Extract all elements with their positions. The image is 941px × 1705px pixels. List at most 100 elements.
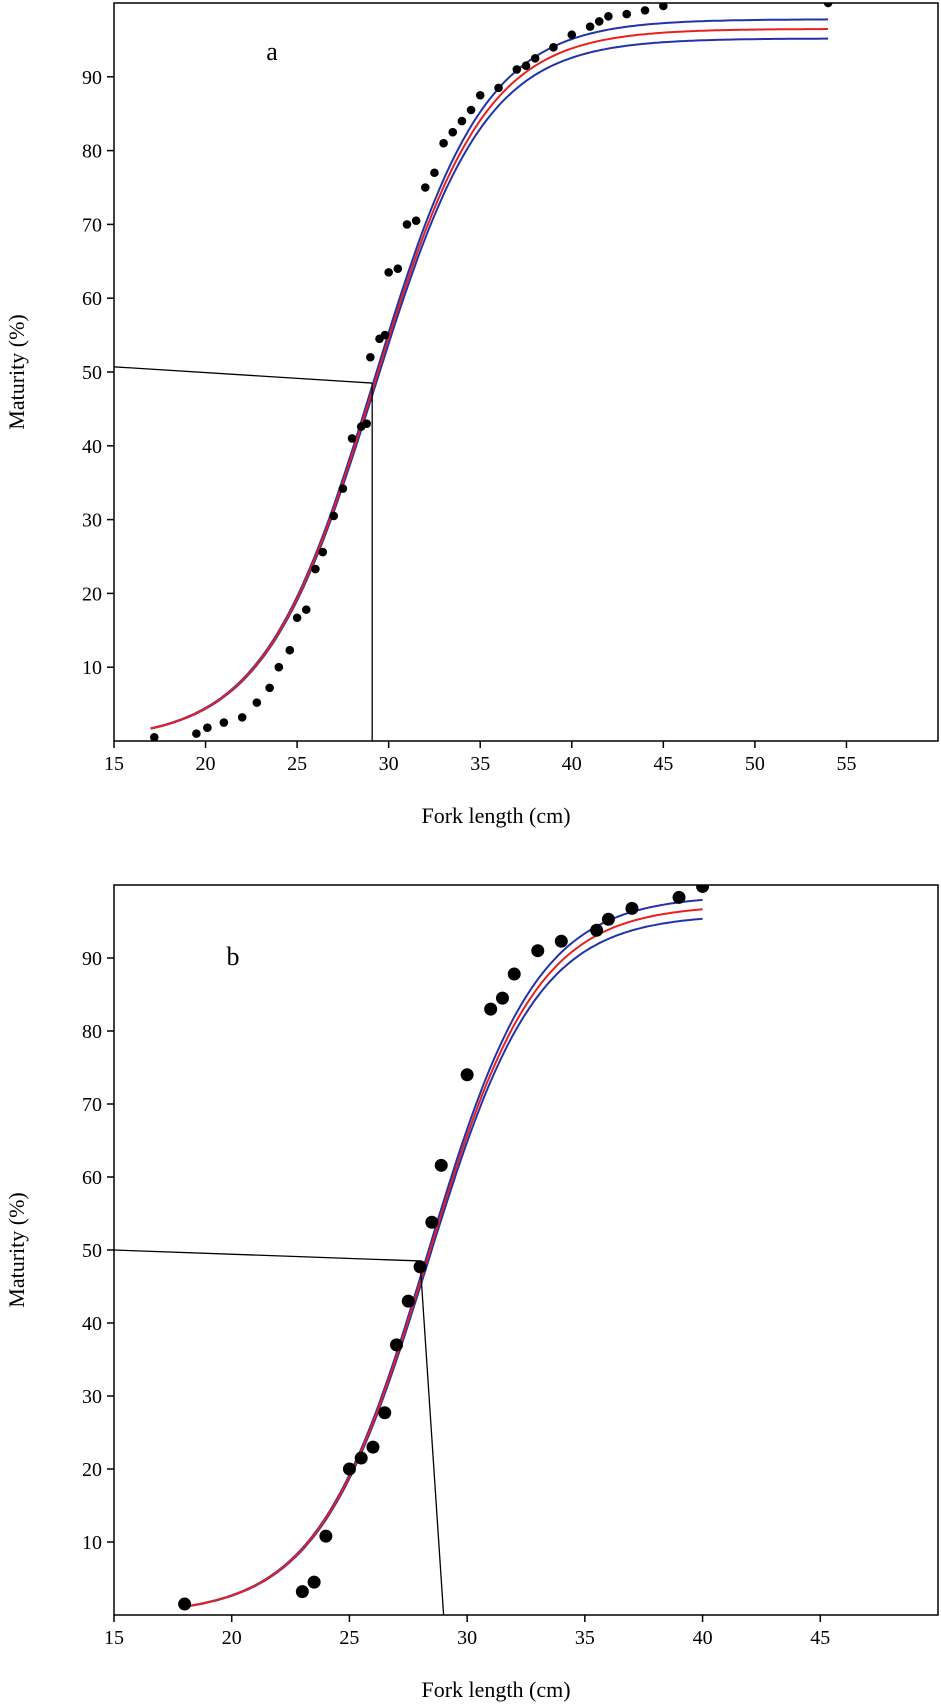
y-tick-label: 30 — [82, 510, 102, 532]
data-point — [413, 1260, 427, 1274]
data-point — [354, 1451, 368, 1465]
data-point — [494, 83, 503, 93]
data-point — [594, 17, 604, 26]
data-point — [338, 484, 348, 493]
data-point — [319, 1529, 333, 1543]
data-point — [622, 9, 632, 19]
x-tick-label: 30 — [457, 1627, 477, 1649]
plot-frame — [113, 884, 939, 1616]
x-tick-label: 25 — [339, 1627, 359, 1649]
data-point — [285, 645, 295, 655]
plot-frame — [113, 2, 939, 742]
x-tick-label: 15 — [104, 1627, 124, 1649]
data-point — [378, 1406, 392, 1420]
data-point — [420, 183, 430, 192]
x-tick-label: 45 — [653, 753, 673, 775]
data-point — [265, 683, 274, 693]
x-tick-label: 15 — [104, 753, 124, 775]
data-point — [554, 934, 568, 948]
data-point — [401, 1294, 415, 1308]
data-point — [292, 613, 302, 623]
data-point — [295, 1585, 309, 1599]
data-point — [311, 564, 320, 574]
data-point — [590, 923, 604, 937]
data-point — [640, 6, 650, 15]
upper-confidence-curve — [150, 18, 829, 730]
upper-confidence-curve — [184, 898, 703, 1608]
data-point — [390, 1338, 404, 1352]
data-point — [274, 662, 284, 672]
data-point — [425, 1215, 439, 1229]
data-point — [460, 1068, 474, 1082]
data-point — [601, 912, 615, 926]
data-point — [318, 547, 328, 557]
data-point — [430, 168, 439, 178]
y-tick-label: 50 — [82, 362, 102, 384]
y-tick-label: 70 — [82, 1094, 102, 1116]
data-point — [219, 718, 229, 727]
fitted-logistic-curve — [150, 28, 829, 730]
y-tick-label: 60 — [82, 288, 102, 310]
data-point — [530, 54, 540, 63]
l50-vertical-line — [419, 1260, 445, 1615]
y-tick-label: 70 — [82, 214, 102, 236]
data-point — [393, 264, 403, 273]
data-point — [366, 1440, 380, 1454]
data-point — [625, 901, 639, 915]
data-point — [237, 713, 247, 722]
data-point — [659, 3, 668, 11]
data-point — [696, 885, 710, 893]
y-tick-label: 80 — [82, 1021, 102, 1043]
data-point — [329, 511, 339, 521]
data-point — [567, 30, 577, 40]
data-point — [384, 268, 393, 277]
data-point — [531, 944, 545, 958]
y-tick-label: 30 — [82, 1386, 102, 1408]
data-point — [149, 733, 159, 741]
data-point — [252, 698, 262, 707]
data-point — [342, 1462, 356, 1476]
x-tick-label: 35 — [575, 1627, 595, 1649]
data-point — [521, 61, 531, 71]
data-point — [672, 890, 686, 904]
y-axis-title: Maturity (%) — [4, 1192, 29, 1307]
chart-panel-b: 15 20 25 30 35 40 45 10 20 30 40 50 60 70 80 90 Fork len… — [4, 884, 939, 1702]
data-point — [484, 1002, 498, 1016]
lower-confidence-curve — [184, 917, 703, 1608]
l50-horizontal-line — [114, 366, 373, 384]
y-tick-label: 90 — [82, 67, 102, 89]
data-point — [507, 967, 521, 981]
x-tick-label: 50 — [745, 753, 765, 775]
data-point — [380, 330, 390, 340]
lower-confidence-curve — [150, 37, 829, 730]
data-point — [549, 42, 558, 52]
data-point — [466, 105, 476, 115]
data-point — [411, 216, 421, 226]
data-point — [192, 729, 201, 738]
x-tick-label: 30 — [379, 753, 399, 775]
y-tick-label: 10 — [82, 657, 102, 679]
x-tick-label: 25 — [287, 753, 307, 775]
data-point — [203, 723, 212, 733]
x-tick-label: 40 — [562, 753, 582, 775]
data-point — [178, 1597, 192, 1611]
x-axis-title: Fork length (cm) — [421, 1677, 570, 1702]
y-tick-label: 50 — [82, 1240, 102, 1262]
data-point — [439, 138, 448, 148]
x-tick-label: 20 — [222, 1627, 242, 1649]
y-tick-label: 20 — [82, 1459, 102, 1481]
data-point — [585, 22, 595, 31]
panel-label: b — [227, 942, 240, 971]
data-point — [823, 3, 833, 8]
y-axis-title: Maturity (%) — [4, 314, 29, 429]
fitted-logistic-curve — [184, 908, 703, 1608]
x-tick-label: 55 — [836, 753, 856, 775]
l50-horizontal-line — [114, 1249, 421, 1262]
y-tick-label: 20 — [82, 583, 102, 605]
x-tick-label: 45 — [810, 1627, 830, 1649]
data-point — [512, 65, 522, 74]
panel-label: a — [266, 37, 278, 66]
plot-area — [114, 885, 710, 1615]
data-point — [448, 127, 458, 137]
data-point — [434, 1158, 448, 1172]
